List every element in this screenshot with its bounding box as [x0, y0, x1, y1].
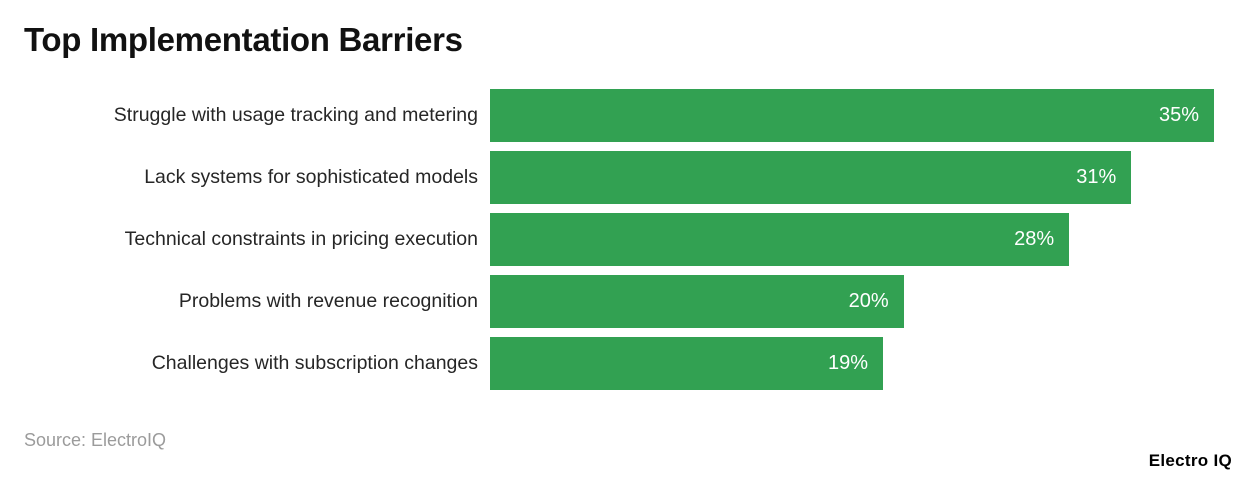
bar: 31% — [490, 151, 1132, 204]
bar-row: Struggle with usage tracking and meterin… — [0, 89, 1214, 142]
bar-value-label: 28% — [1014, 228, 1055, 250]
bar-row: Lack systems for sophisticated models 31% — [0, 151, 1214, 204]
bar-track: 19% — [490, 337, 1214, 390]
bar-track: 28% — [490, 213, 1214, 266]
category-label: Lack systems for sophisticated models — [144, 166, 478, 188]
bar: 19% — [490, 337, 884, 390]
bar-track: 35% — [490, 89, 1214, 142]
brand-logo: Electro IQ — [1148, 451, 1232, 470]
category-label: Problems with revenue recognition — [178, 290, 478, 312]
category-label: Technical constraints in pricing executi… — [124, 228, 478, 250]
bar-value-label: 20% — [848, 290, 889, 312]
horizontal-bar-chart: Struggle with usage tracking and meterin… — [0, 89, 1240, 390]
bar-row: Technical constraints in pricing executi… — [0, 213, 1214, 266]
bar-value-label: 31% — [1076, 166, 1117, 188]
bar-track: 31% — [490, 151, 1214, 204]
bar: 20% — [490, 275, 904, 328]
category-label: Challenges with subscription changes — [151, 352, 478, 374]
bar-row: Problems with revenue recognition 20% — [0, 275, 1214, 328]
bar-row: Challenges with subscription changes 19% — [0, 337, 1214, 390]
category-label: Struggle with usage tracking and meterin… — [113, 104, 478, 126]
source-note: Source: ElectroIQ — [24, 430, 167, 450]
chart-title: Top Implementation Barriers — [24, 21, 463, 58]
bar: 28% — [490, 213, 1070, 266]
bar-track: 20% — [490, 275, 1214, 328]
bar: 35% — [490, 89, 1214, 142]
bar-value-label: 35% — [1158, 104, 1199, 126]
bar-value-label: 19% — [827, 352, 869, 374]
